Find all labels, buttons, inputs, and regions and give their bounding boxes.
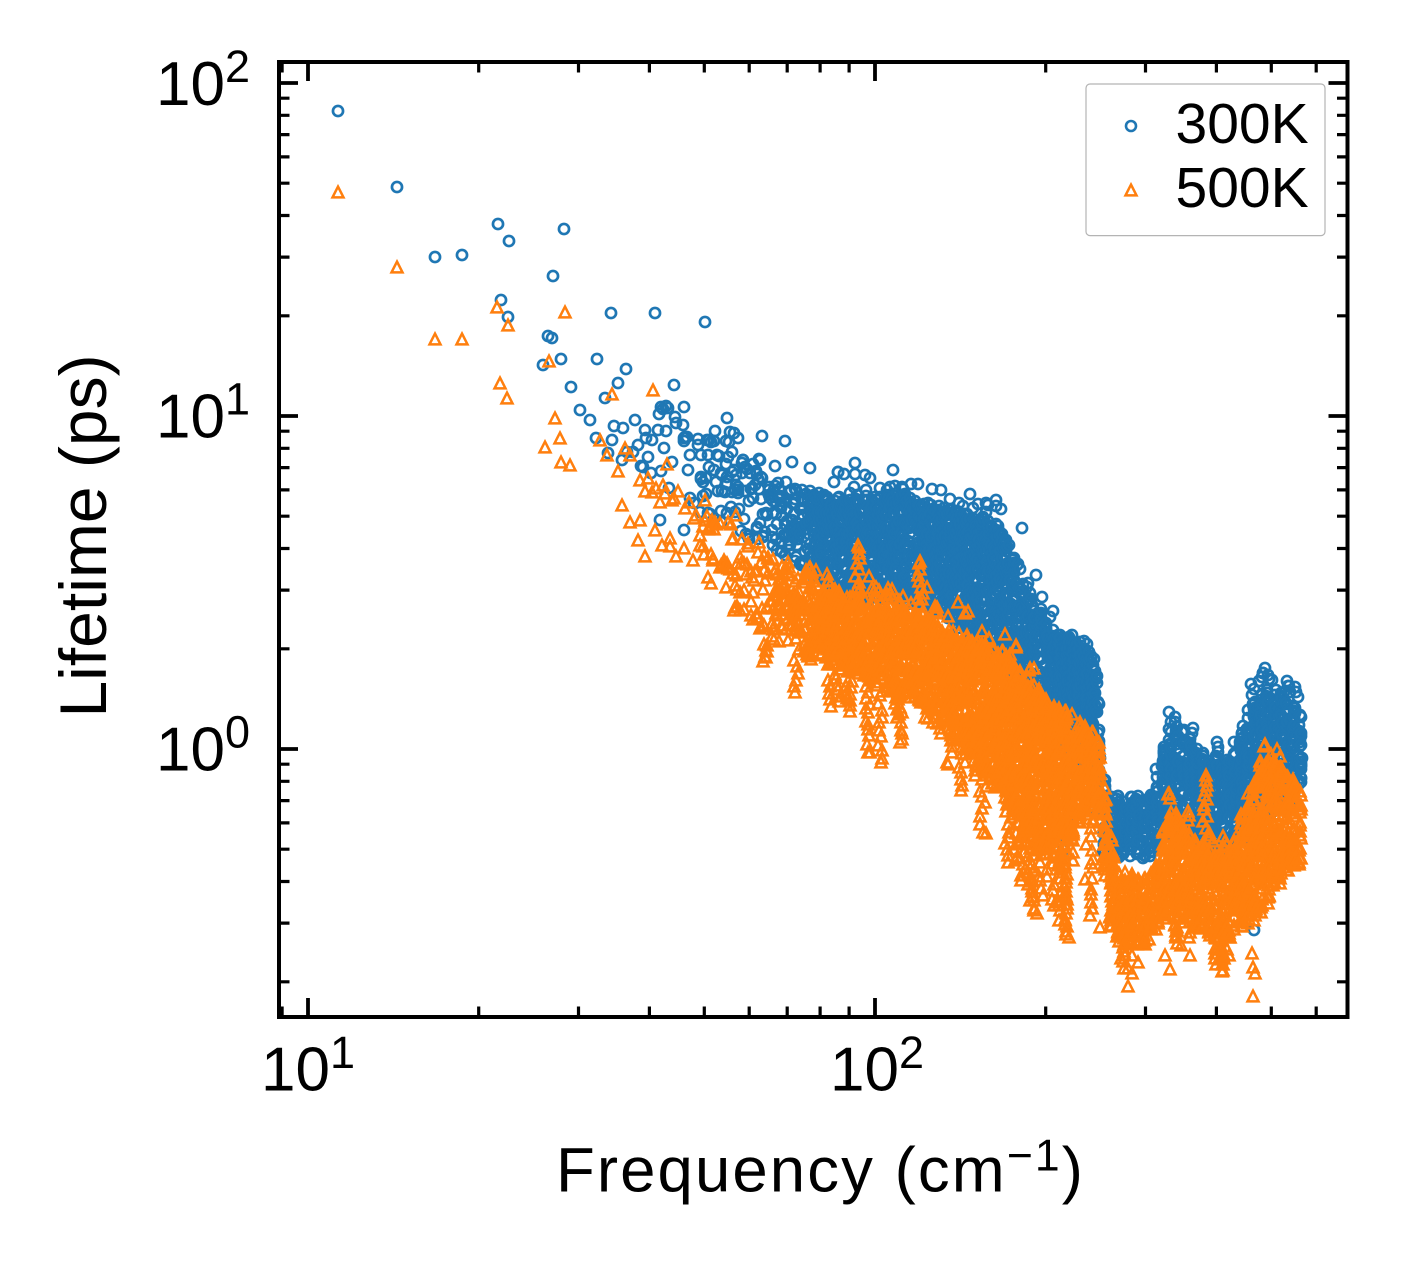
svg-text:Frequency (cm−1): Frequency (cm−1) bbox=[556, 1132, 1085, 1206]
svg-text:300K: 300K bbox=[1176, 92, 1309, 156]
svg-text:100: 100 bbox=[156, 707, 250, 785]
svg-text:Lifetime (ps): Lifetime (ps) bbox=[46, 354, 120, 717]
svg-text:500K: 500K bbox=[1176, 156, 1309, 220]
svg-text:102: 102 bbox=[156, 41, 250, 119]
